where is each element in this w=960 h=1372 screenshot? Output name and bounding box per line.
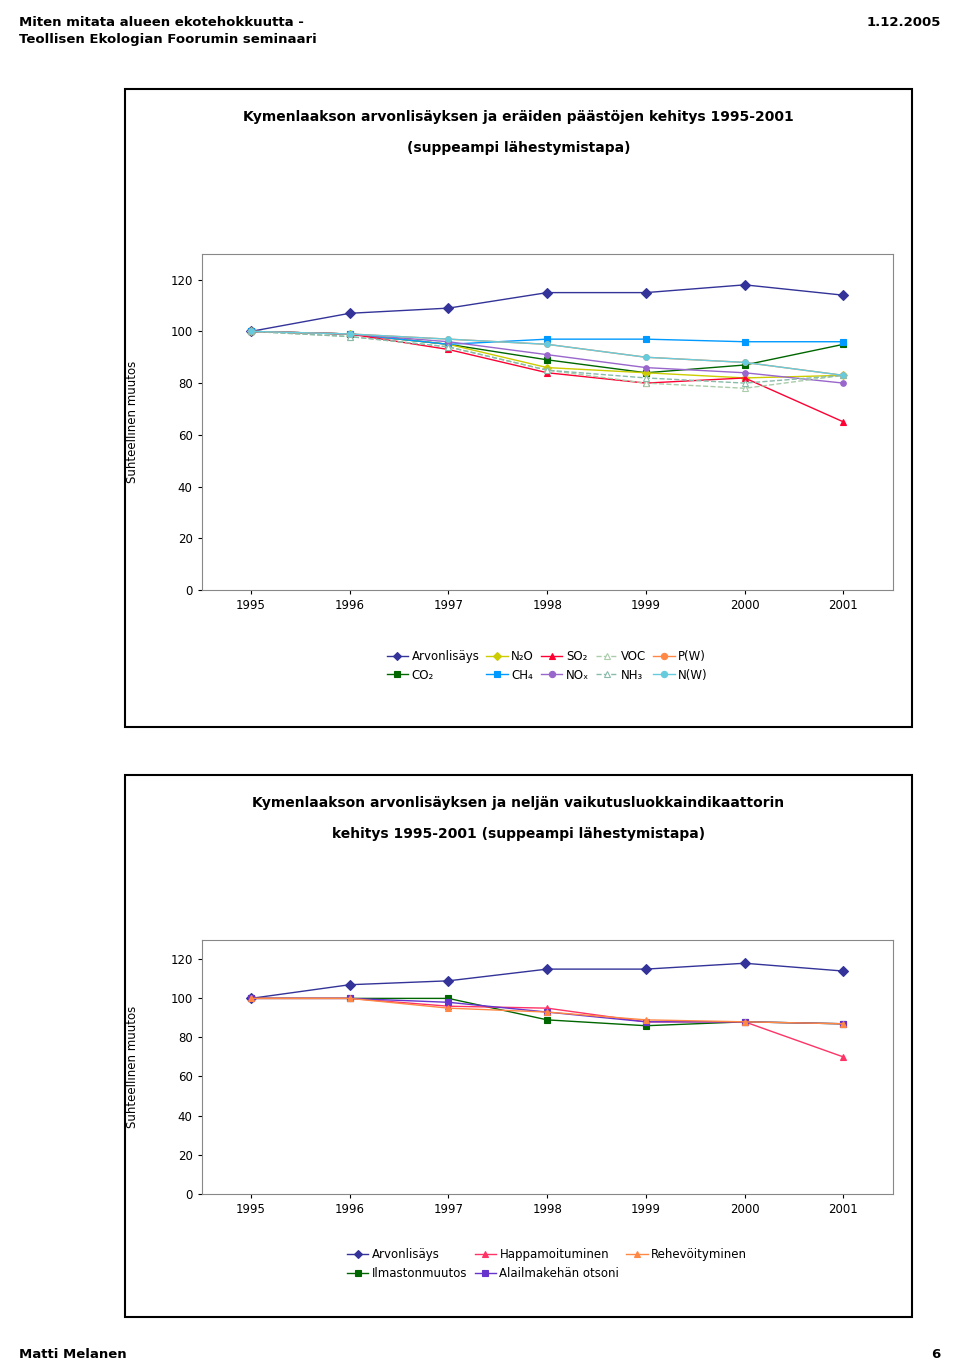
Text: Miten mitata alueen ekotehokkuutta -
Teollisen Ekologian Foorumin seminaari: Miten mitata alueen ekotehokkuutta - Teo…: [19, 16, 317, 47]
Legend: Arvonlisäys, CO₂, N₂O, CH₄, SO₂, NOₓ, VOC, NH₃, P(W), N(W): Arvonlisäys, CO₂, N₂O, CH₄, SO₂, NOₓ, VO…: [387, 650, 708, 682]
Y-axis label: Suhteellinen muutos: Suhteellinen muutos: [127, 1006, 139, 1128]
Text: kehitys 1995-2001 (suppeampi lähestymistapa): kehitys 1995-2001 (suppeampi lähestymist…: [332, 827, 705, 841]
Text: Kymenlaakson arvonlisäyksen ja eräiden päästöjen kehitys 1995-2001: Kymenlaakson arvonlisäyksen ja eräiden p…: [243, 110, 794, 123]
Text: Matti Melanen: Matti Melanen: [19, 1349, 127, 1361]
Text: (suppeampi lähestymistapa): (suppeampi lähestymistapa): [407, 141, 630, 155]
Text: 6: 6: [931, 1349, 941, 1361]
Text: Kymenlaakson arvonlisäyksen ja neljän vaikutusluokkaindikaattorin: Kymenlaakson arvonlisäyksen ja neljän va…: [252, 796, 784, 809]
Text: 1.12.2005: 1.12.2005: [867, 16, 941, 29]
Legend: Arvonlisäys, Ilmastonmuutos, Happamoituminen, Alailmakehän otsoni, Rehevöitymine: Arvonlisäys, Ilmastonmuutos, Happamoitum…: [348, 1247, 747, 1280]
Y-axis label: Suhteellinen muutos: Suhteellinen muutos: [127, 361, 139, 483]
